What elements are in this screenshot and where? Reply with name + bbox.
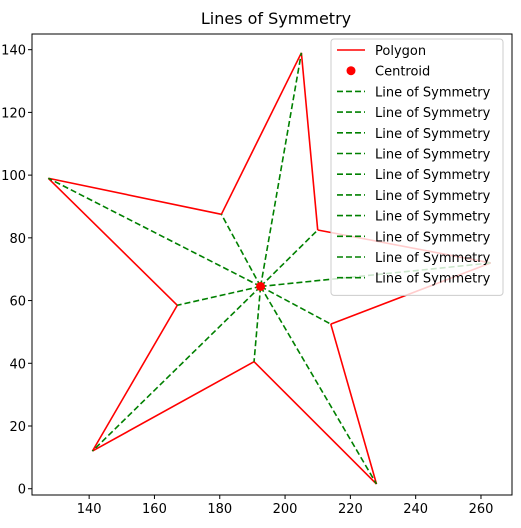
symmetry-line [177, 285, 261, 307]
y-tick-label: 0 [18, 483, 26, 498]
symmetry-line [260, 285, 332, 325]
legend: Polygon Centroid Line of Symmetry Line of S… [330, 38, 504, 296]
legend-label: Polygon [375, 44, 426, 59]
polygon-edge [220, 52, 303, 215]
symmetry-line [91, 285, 262, 452]
x-tick-label: 200 [273, 502, 298, 517]
legend-label: Line of Symmetry [375, 148, 491, 163]
axes: 140 160 180 200 220 240 260 0 20 40 60 80 100 120 140 [1, 44, 493, 517]
y-tick-label: 60 [9, 295, 26, 310]
legend-label: Line of Symmetry [375, 127, 491, 142]
polygon-edge [47, 177, 178, 306]
x-tick-label: 260 [469, 502, 494, 517]
symmetry-line [260, 229, 319, 288]
polygon-edge [300, 52, 319, 231]
y-tick-label: 40 [9, 357, 26, 372]
legend-label: Line of Symmetry [375, 230, 491, 245]
polygon-edge [253, 361, 378, 485]
y-tick-label: 140 [1, 44, 26, 59]
legend-label: Line of Symmetry [375, 272, 491, 287]
chart-title: Lines of Symmetry [201, 9, 351, 28]
legend-label: Centroid [375, 65, 430, 80]
y-tick-label: 20 [9, 420, 26, 435]
legend-label: Line of Symmetry [375, 168, 491, 183]
y-tick-label: 80 [9, 232, 26, 247]
symmetry-line [220, 213, 262, 287]
centroid-point [256, 281, 266, 291]
y-tick-label: 100 [1, 169, 26, 184]
legend-box [330, 38, 504, 296]
polygon-edge [48, 177, 222, 216]
x-tick-label: 220 [338, 502, 363, 517]
legend-label: Line of Symmetry [375, 106, 491, 121]
y-tick-label: 120 [1, 106, 26, 121]
symmetry-line [259, 286, 378, 485]
legend-label: Line of Symmetry [375, 251, 491, 266]
polygon-edge [92, 361, 255, 452]
x-tick-label: 180 [207, 502, 232, 517]
symmetry-line [47, 177, 261, 288]
x-tick-label: 160 [142, 502, 167, 517]
x-tick-label: 140 [77, 502, 102, 517]
legend-label: Line of Symmetry [375, 210, 491, 225]
legend-label: Line of Symmetry [375, 85, 491, 100]
x-tick-label: 240 [403, 502, 428, 517]
plot-frame [31, 33, 513, 496]
legend-label: Line of Symmetry [375, 189, 491, 204]
symmetry-line [253, 286, 262, 362]
polygon-edge [330, 323, 378, 485]
symmetry-line [259, 52, 303, 287]
plot-area [47, 52, 492, 485]
polygon-edge [91, 304, 178, 452]
legend-swatch-centroid [346, 66, 356, 76]
